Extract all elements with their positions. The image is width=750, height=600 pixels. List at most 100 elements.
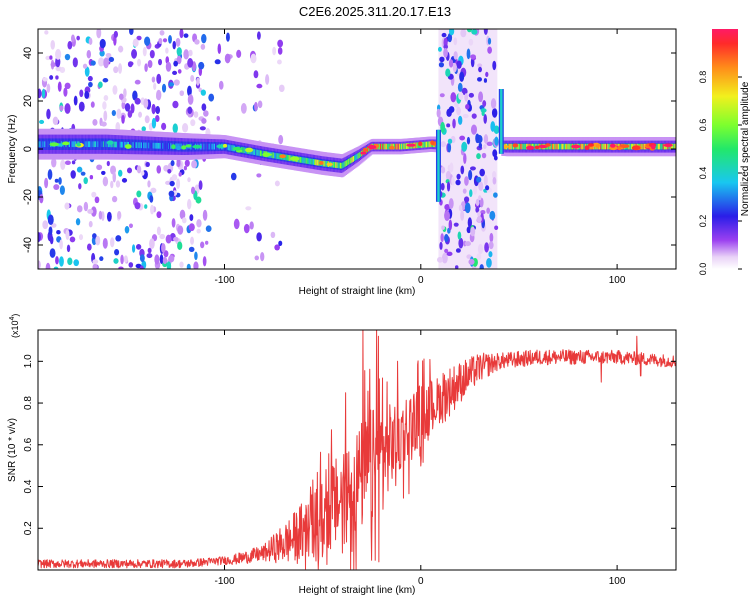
x-tick-label: -100	[214, 576, 234, 587]
noise-speck	[139, 265, 144, 269]
noise-speck	[98, 81, 103, 88]
noise-speck	[118, 93, 124, 100]
noise-speck	[76, 35, 80, 41]
noise-speck	[73, 95, 78, 106]
noise-speck	[486, 257, 492, 268]
noise-speck	[473, 185, 478, 195]
noise-speck	[201, 103, 207, 111]
noise-speck	[96, 164, 103, 171]
ridge-blob	[544, 143, 551, 147]
noise-speck	[445, 68, 451, 77]
noise-speck	[464, 176, 469, 186]
noise-speck	[90, 101, 95, 108]
noise-speck	[121, 114, 125, 124]
noise-speck	[461, 141, 468, 152]
ridge-blob	[430, 140, 435, 145]
noise-speck	[189, 214, 194, 222]
noise-speck	[147, 180, 151, 188]
y-tick-label: -20	[22, 189, 34, 205]
noise-speck	[155, 114, 160, 123]
ridge-blob	[279, 154, 286, 159]
noise-speck	[491, 108, 498, 118]
noise-speck	[64, 53, 71, 61]
noise-speck	[72, 57, 78, 68]
noise-speck	[447, 142, 452, 153]
noise-speck	[464, 241, 471, 247]
noise-speck	[184, 159, 190, 167]
noise-speck	[493, 192, 498, 198]
noise-speck	[488, 251, 493, 258]
noise-speck	[67, 257, 73, 266]
noise-speck	[466, 254, 472, 259]
noise-speck	[492, 149, 498, 158]
noise-speck	[168, 190, 175, 197]
noise-speck	[200, 241, 205, 249]
noise-speck	[492, 171, 497, 180]
noise-speck	[483, 78, 488, 83]
noise-speck	[143, 98, 149, 109]
noise-speck	[469, 189, 473, 198]
noise-band	[208, 31, 285, 262]
noise-speck	[171, 174, 178, 181]
noise-speck	[177, 225, 184, 235]
noise-speck	[190, 236, 195, 245]
ridge-blob	[106, 140, 114, 145]
noise-speck	[124, 102, 131, 112]
noise-speck	[437, 256, 444, 263]
noise-speck	[38, 232, 41, 243]
noise-speck	[443, 44, 449, 50]
noise-speck	[48, 226, 53, 235]
noise-speck	[118, 169, 123, 177]
noise-speck	[187, 94, 194, 105]
spectrogram-y-ticks: -40 -20 0 20 40	[22, 47, 676, 253]
noise-speck	[155, 106, 161, 115]
noise-speck	[111, 195, 118, 203]
noise-speck	[216, 115, 221, 121]
noise-speck	[100, 121, 107, 127]
noise-speck	[440, 141, 447, 148]
noise-speck	[444, 203, 451, 211]
noise-speck	[482, 100, 487, 108]
colorbar-tick-label: 0.4	[698, 167, 708, 180]
noise-speck	[166, 261, 172, 269]
noise-speck	[44, 177, 49, 189]
noise-speck	[60, 159, 66, 170]
noise-speck	[225, 32, 230, 42]
noise-speck	[92, 263, 98, 269]
noise-speck	[131, 49, 138, 59]
noise-speck	[460, 165, 465, 175]
noise-speck	[154, 254, 160, 265]
noise-speck	[51, 157, 57, 168]
noise-speck	[49, 55, 53, 60]
noise-speck	[462, 113, 469, 119]
snr-y-label: SNR (10 * v/v)	[7, 418, 18, 482]
noise-speck	[193, 261, 199, 269]
noise-speck	[439, 56, 445, 63]
noise-speck	[479, 168, 485, 177]
noise-speck	[179, 29, 184, 39]
noise-speck	[444, 210, 450, 221]
ridge-blob	[362, 147, 368, 153]
noise-speck	[64, 202, 70, 210]
ridge-blob	[181, 145, 187, 150]
colorbar-tick-label: 0.6	[698, 119, 708, 132]
noise-speck	[113, 30, 118, 38]
spectrogram-x-label: Height of straight line (km)	[299, 286, 416, 297]
noise-speck	[156, 211, 162, 219]
noise-speck	[176, 178, 181, 190]
noise-speck	[103, 110, 108, 122]
noise-speck	[41, 88, 46, 99]
noise-speck	[253, 70, 259, 79]
noise-speck	[144, 36, 151, 46]
noise-speck	[196, 77, 200, 86]
spectrogram-x-ticks: -100 0 100	[214, 29, 626, 286]
noise-speck	[112, 85, 118, 95]
noise-speck	[151, 103, 156, 115]
noise-speck	[486, 141, 493, 146]
noise-speck	[59, 105, 64, 111]
noise-speck	[446, 181, 451, 192]
noise-speck	[447, 138, 453, 144]
noise-speck	[490, 121, 496, 132]
noise-speck	[452, 118, 456, 129]
noise-speck	[444, 234, 449, 243]
